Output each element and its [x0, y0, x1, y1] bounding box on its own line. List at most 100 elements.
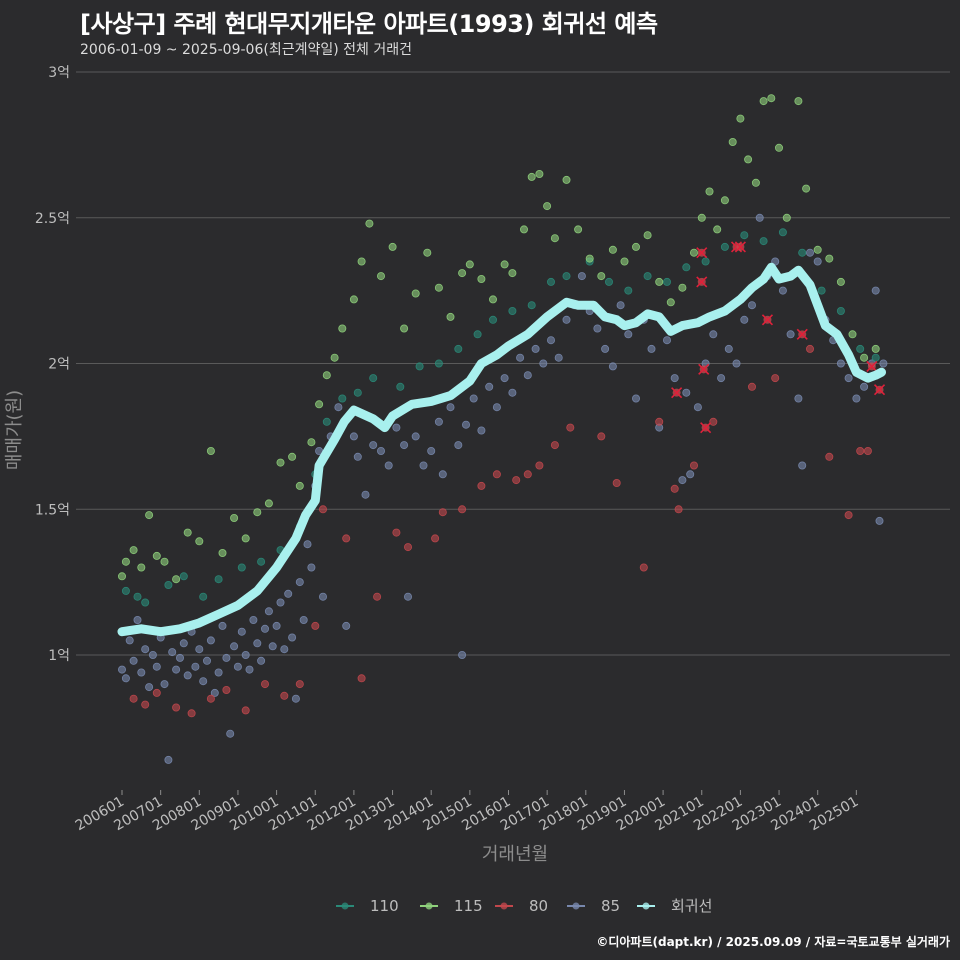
source-caption: ©디아파트(dapt.kr) / 2025.09.09 / 자료=국토교통부 실…: [596, 935, 950, 949]
scatter-point-85: [434, 417, 443, 426]
scatter-points: [118, 94, 888, 764]
scatter-point-80: [373, 592, 382, 601]
scatter-point-80: [477, 481, 486, 490]
scatter-point-115: [465, 260, 474, 269]
scatter-point-115: [145, 511, 154, 520]
scatter-point-115: [705, 187, 714, 196]
scatter-point-110: [547, 277, 556, 286]
scatter-point-85: [152, 662, 161, 671]
scatter-point-115: [488, 295, 497, 304]
scatter-point-85: [353, 452, 362, 461]
scatter-point-85: [210, 688, 219, 697]
scatter-point-110: [701, 257, 710, 266]
scatter-point-110: [415, 362, 424, 371]
scatter-point-85: [179, 639, 188, 648]
scatter-point-85: [303, 540, 312, 549]
scatter-point-115: [825, 254, 834, 263]
scatter-point-85: [183, 671, 192, 680]
scatter-point-115: [728, 137, 737, 146]
scatter-point-80: [597, 432, 606, 441]
scatter-point-85: [199, 677, 208, 686]
scatter-point-80: [392, 528, 401, 537]
x-axis-tick-labels: 2006012007012008012009012010012011012012…: [73, 790, 861, 834]
scatter-point-80: [535, 461, 544, 470]
scatter-point-115: [585, 254, 594, 263]
scatter-point-85: [709, 330, 718, 339]
scatter-point-115: [322, 371, 331, 380]
scatter-point-80: [492, 470, 501, 479]
scatter-point-115: [632, 242, 641, 251]
scatter-point-80: [129, 694, 138, 703]
scatter-point-85: [284, 589, 293, 598]
scatter-point-115: [520, 225, 529, 234]
legend-swatch-dot: [642, 902, 650, 910]
scatter-point-85: [879, 359, 888, 368]
scatter-point-115: [183, 528, 192, 537]
scatter-point-115: [550, 234, 559, 243]
scatter-point-110: [164, 581, 173, 590]
scatter-point-115: [137, 563, 146, 572]
scatter-point-115: [608, 245, 617, 254]
scatter-point-85: [191, 662, 200, 671]
scatter-point-85: [118, 665, 127, 674]
scatter-point-85: [844, 374, 853, 383]
scatter-point-85: [755, 213, 764, 222]
scatter-point-80: [357, 674, 366, 683]
legend-swatch-dot: [500, 902, 508, 910]
scatter-point-110: [133, 592, 142, 601]
scatter-point-85: [349, 432, 358, 441]
scatter-point-80: [260, 680, 269, 689]
scatter-point-115: [276, 458, 285, 467]
scatter-point-115: [535, 169, 544, 178]
scatter-point-85: [717, 374, 726, 383]
scatter-point-85: [458, 651, 467, 660]
scatter-point-115: [349, 295, 358, 304]
scatter-point-110: [605, 277, 614, 286]
scatter-point-85: [547, 336, 556, 345]
chart-subtitle: 2006-01-09 ~ 2025-09-06(최근계약일) 전체 거래건: [80, 42, 412, 58]
scatter-point-85: [376, 446, 385, 455]
scatter-point-85: [663, 336, 672, 345]
scatter-point-80: [639, 563, 648, 572]
scatter-point-85: [206, 636, 215, 645]
scatter-point-115: [121, 557, 130, 566]
scatter-point-85: [624, 330, 633, 339]
scatter-point-115: [720, 196, 729, 205]
y-axis-tick-labels: 1억 1.5억 2억 2.5억 3억: [35, 65, 70, 664]
scatter-point-115: [458, 269, 467, 278]
scatter-point-85: [748, 301, 757, 310]
legend-swatch-dot: [572, 902, 580, 910]
scatter-point-85: [686, 470, 695, 479]
scatter-point-80: [222, 686, 231, 695]
scatter-point-115: [195, 537, 204, 546]
scatter-point-80: [612, 478, 621, 487]
y-tick-label: 2.5억: [35, 211, 70, 227]
scatter-point-85: [125, 636, 134, 645]
scatter-point-115: [597, 272, 606, 281]
scatter-point-80: [674, 505, 683, 514]
scatter-point-115: [307, 438, 316, 447]
scatter-point-110: [353, 388, 362, 397]
scatter-point-110: [740, 231, 749, 240]
scatter-point-110: [473, 330, 482, 339]
outlier-marker: [866, 360, 878, 372]
legend-label: 80: [529, 897, 548, 915]
scatter-point-85: [280, 645, 289, 654]
outlier-marker: [734, 241, 746, 253]
y-tick-label: 2억: [48, 357, 70, 373]
scatter-point-85: [523, 371, 532, 380]
scatter-point-115: [423, 248, 432, 257]
y-axis-title: 매매가(원): [4, 390, 25, 470]
outlier-marker: [761, 314, 774, 326]
scatter-point-115: [736, 114, 745, 123]
scatter-point-85: [798, 461, 807, 470]
legend-item-회귀선: 회귀선: [637, 897, 712, 915]
scatter-point-85: [299, 616, 308, 625]
scatter-point-85: [141, 645, 150, 654]
scatter-point-85: [160, 680, 169, 689]
scatter-point-85: [272, 621, 281, 630]
legend-item-110: 110: [336, 897, 399, 915]
scatter-point-85: [291, 694, 300, 703]
legend: 110 115 80 85 회귀선: [336, 897, 712, 915]
scatter-point-115: [697, 213, 706, 222]
